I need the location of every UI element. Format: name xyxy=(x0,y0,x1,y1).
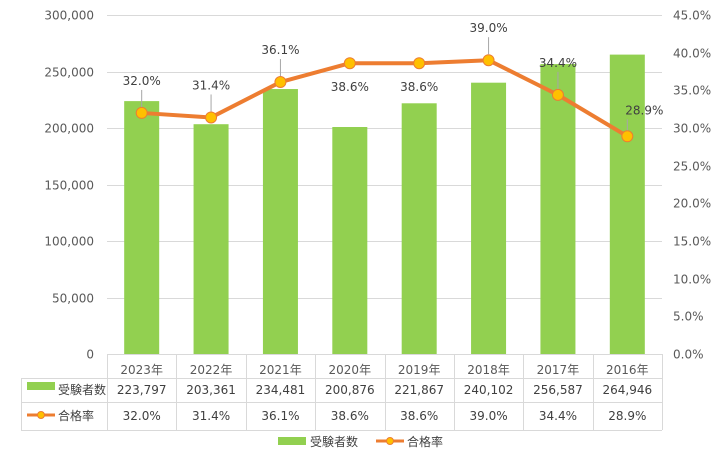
bar xyxy=(193,124,229,354)
line-point xyxy=(274,76,287,89)
x-tick-label: 2018年 xyxy=(467,363,510,377)
bar xyxy=(124,101,160,354)
table-key-bars xyxy=(27,382,55,390)
x-tick-label: 2016年 xyxy=(606,363,649,377)
line-data-label: 38.6% xyxy=(331,80,369,94)
y-right-tick-label: 15.0% xyxy=(673,235,711,249)
table-cell: 264,946 xyxy=(603,383,653,397)
y-right-tick-label: 20.0% xyxy=(673,197,711,211)
legend-entry: 合格率 xyxy=(407,434,443,449)
table-key-marker xyxy=(37,411,45,419)
y-right-tick-label: 45.0% xyxy=(673,9,711,23)
y-left-tick-label: 200,000 xyxy=(44,122,94,136)
line-data-label: 28.9% xyxy=(625,103,663,117)
bar-series xyxy=(124,54,645,355)
y-right-tick-label: 35.0% xyxy=(673,84,711,98)
x-tick-label: 2019年 xyxy=(398,363,441,377)
bar xyxy=(609,54,645,354)
y-left-tick-label: 150,000 xyxy=(44,179,94,193)
bar xyxy=(471,82,507,354)
y-left-tick-label: 50,000 xyxy=(52,292,94,306)
line-point xyxy=(551,88,564,101)
line-data-label: 31.4% xyxy=(192,78,230,92)
table-cell: 221,867 xyxy=(394,383,444,397)
table-cell: 240,102 xyxy=(464,383,514,397)
table-cell: 200,876 xyxy=(325,383,375,397)
table-cell: 38.6% xyxy=(331,409,369,423)
y-left-tick-label: 300,000 xyxy=(44,9,94,23)
line-point xyxy=(482,54,495,67)
legend-key-bars xyxy=(278,437,306,445)
data-table: 2023年 2022年 2021年 2020年 2019年 2018年 2017年 2016年… xyxy=(27,363,652,423)
line-point xyxy=(413,57,426,70)
table-cell: 34.4% xyxy=(539,409,577,423)
y-right-tick-label: 5.0% xyxy=(673,310,704,324)
line-point xyxy=(343,57,356,70)
x-tick-label: 2021年 xyxy=(259,363,302,377)
line-data-label: 36.1% xyxy=(261,43,299,57)
line-point xyxy=(135,106,148,119)
data-labels: 32.0% 31.4% 36.1% 38.6% 38.6% 39.0% 34.4% 28.9% xyxy=(123,21,663,131)
bar xyxy=(262,89,298,354)
bar xyxy=(332,127,368,354)
table-cell: 223,797 xyxy=(117,383,167,397)
table-cell: 38.6% xyxy=(400,409,438,423)
y-left-tick-label: 250,000 xyxy=(44,66,94,80)
table-cell: 203,361 xyxy=(186,383,236,397)
y-left-tick-label: 0 xyxy=(86,348,94,362)
line-point xyxy=(205,111,218,124)
line-series xyxy=(135,54,634,143)
y-right-tick-label: 30.0% xyxy=(673,122,711,136)
y-right-tick-label: 10.0% xyxy=(673,273,711,287)
x-tick-label: 2017年 xyxy=(537,363,580,377)
table-cell: 28.9% xyxy=(608,409,646,423)
line-data-label: 32.0% xyxy=(123,74,161,88)
table-series-name: 受験者数 xyxy=(58,382,106,397)
y-left-tick-label: 100,000 xyxy=(44,235,94,249)
x-tick-label: 2023年 xyxy=(120,363,163,377)
bar xyxy=(401,103,437,355)
legend-entry: 受験者数 xyxy=(310,434,358,449)
bar xyxy=(540,64,576,354)
line-data-label: 34.4% xyxy=(539,56,577,70)
y-right-tick-label: 0.0% xyxy=(673,348,704,362)
line-point xyxy=(621,130,634,143)
line-data-label: 38.6% xyxy=(400,80,438,94)
line-data-label: 39.0% xyxy=(470,21,508,35)
table-cell: 39.0% xyxy=(470,409,508,423)
series-line xyxy=(139,58,630,139)
table-series-name: 合格率 xyxy=(58,408,94,423)
x-tick-label: 2022年 xyxy=(190,363,233,377)
y-axis-labels: 0 50,000 100,000 150,000 200,000 250,000 300,0… xyxy=(44,9,711,362)
legend-key-marker xyxy=(386,437,394,445)
table-cell: 31.4% xyxy=(192,409,230,423)
y-right-tick-label: 25.0% xyxy=(673,160,711,174)
y-right-tick-label: 40.0% xyxy=(673,47,711,61)
legend: 受験者数 合格率 xyxy=(278,434,443,449)
table-cell: 256,587 xyxy=(533,383,583,397)
table-cell: 36.1% xyxy=(261,409,299,423)
x-tick-label: 2020年 xyxy=(329,363,372,377)
table-cell: 32.0% xyxy=(123,409,161,423)
table-cell: 234,481 xyxy=(256,383,306,397)
